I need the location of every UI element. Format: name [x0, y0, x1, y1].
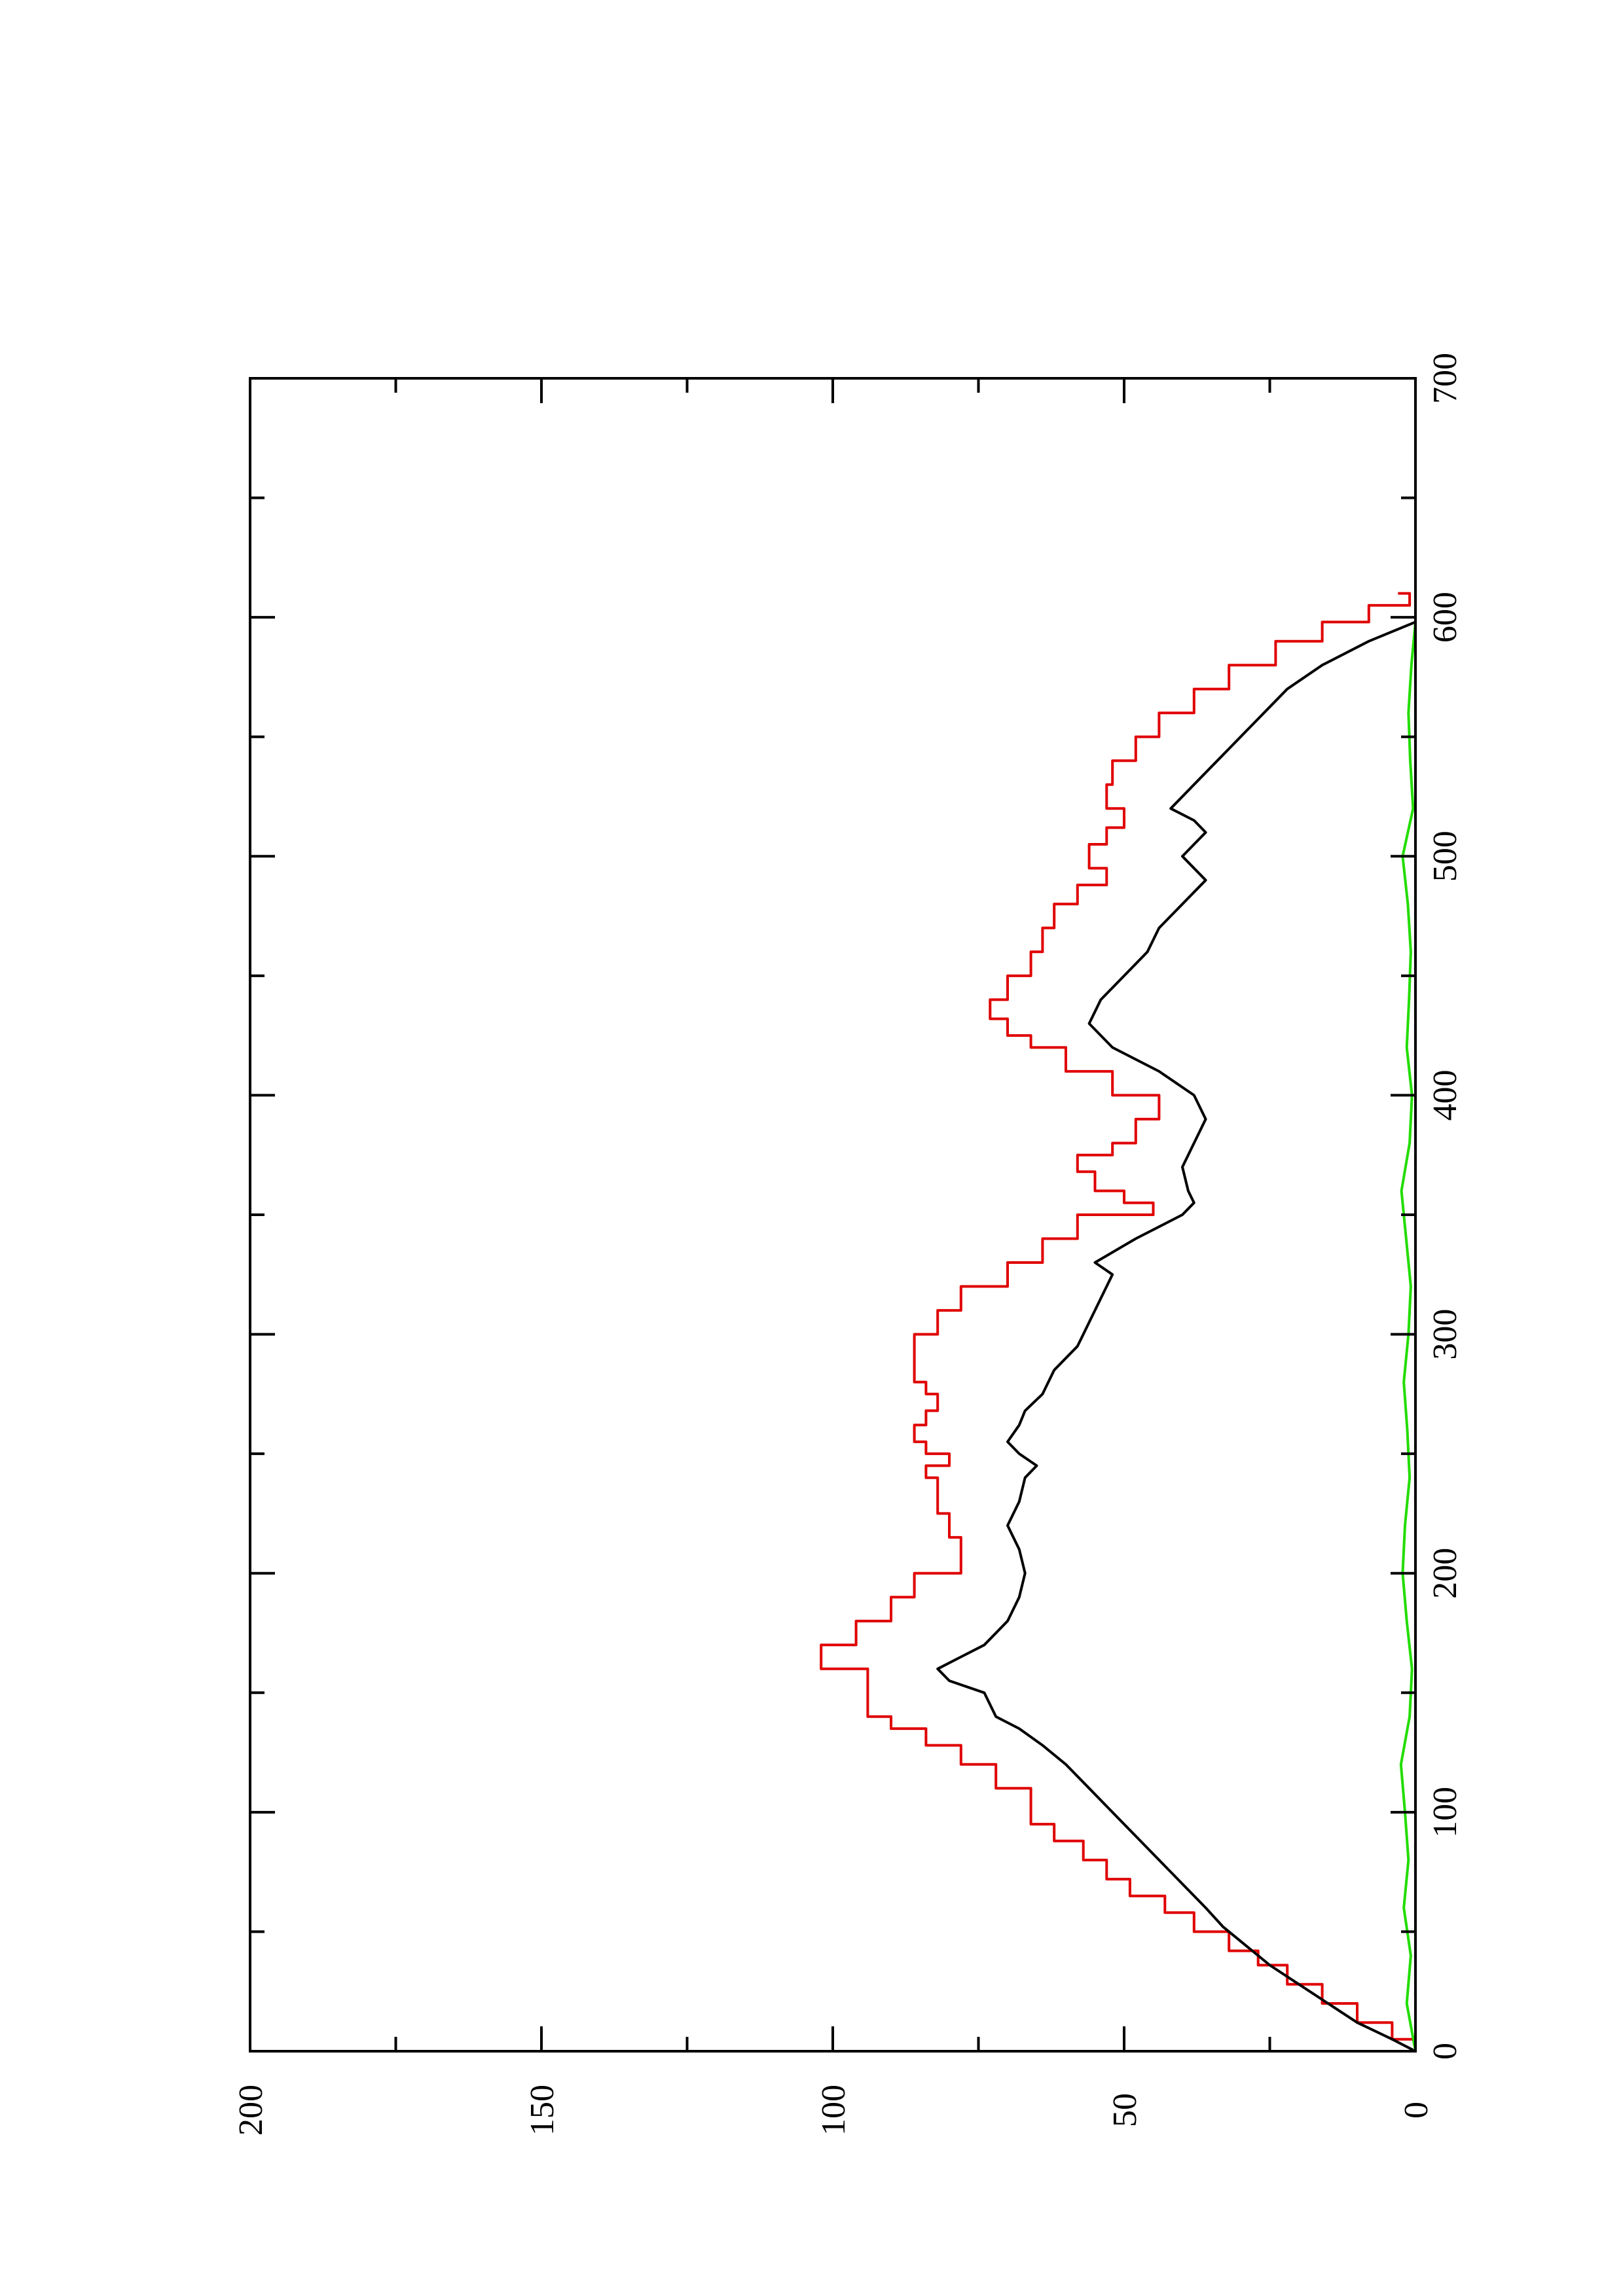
x-tick-label: 600	[1427, 592, 1464, 643]
x-tick-label: 100	[1427, 1787, 1464, 1838]
x-tick-label: 500	[1427, 831, 1464, 882]
x-tick-label: 400	[1427, 1069, 1464, 1121]
x-tick-label: 300	[1427, 1309, 1464, 1360]
y-tick-label: 50	[1106, 2093, 1144, 2127]
x-tick-label: 0	[1427, 2043, 1464, 2060]
x-tick-label: 200	[1427, 1548, 1464, 1599]
y-tick-label: 0	[1398, 2102, 1435, 2119]
plot-frame	[249, 377, 1417, 2053]
y-tick-label: 200	[232, 2085, 270, 2136]
series-line-1	[820, 592, 1417, 2051]
series-line-2	[936, 620, 1416, 2053]
y-tick-label: 150	[524, 2085, 561, 2136]
ticks-layer	[249, 377, 1417, 2053]
y-tick-label: 100	[815, 2085, 852, 2136]
tick-labels-layer: 0 100 200 300 400 500 600 700 0 50 100 150 200	[232, 353, 1464, 2136]
x-tick-label: 700	[1427, 353, 1464, 404]
